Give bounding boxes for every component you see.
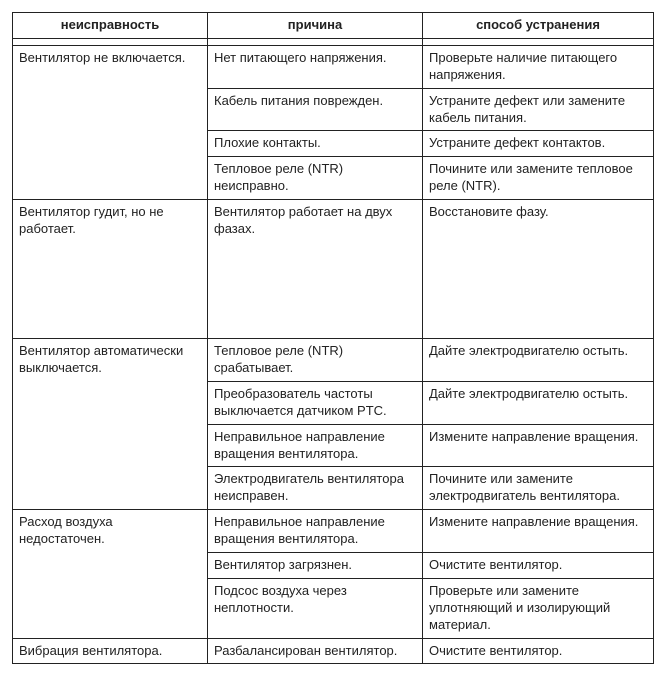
- cause-cell: Нет питающего напряжения.: [208, 45, 423, 88]
- troubleshooting-table: неисправность причина способ устранения …: [12, 12, 654, 664]
- cause-cell: Вентилятор работает на двух фазах.: [208, 200, 423, 339]
- fault-cell: Вибрация вентилятора.: [13, 638, 208, 664]
- cause-cell: Тепловое реле (NTR) срабатывает.: [208, 339, 423, 382]
- fault-cell: Расход воздуха недостаточен.: [13, 510, 208, 638]
- cause-cell: Вентилятор загрязнен.: [208, 553, 423, 579]
- remedy-cell: Дайте электродвигателю остыть.: [423, 381, 654, 424]
- header-fault: неисправность: [13, 13, 208, 39]
- remedy-cell: Измените направление вращения.: [423, 510, 654, 553]
- fault-cell: Вентилятор гудит, но не работает.: [13, 200, 208, 339]
- table-header-row: неисправность причина способ устранения: [13, 13, 654, 39]
- header-spacer: [13, 38, 654, 45]
- table-row: Вентилятор не включается. Нет питающего …: [13, 45, 654, 88]
- cause-cell: Кабель питания поврежден.: [208, 88, 423, 131]
- fault-cell: Вентилятор автоматически выключается.: [13, 339, 208, 510]
- cause-cell: Плохие контакты.: [208, 131, 423, 157]
- remedy-cell: Устраните дефект контактов.: [423, 131, 654, 157]
- remedy-cell: Устраните дефект или замените кабель пит…: [423, 88, 654, 131]
- table-row: Вентилятор автоматически выключается. Те…: [13, 339, 654, 382]
- table-row: Расход воздуха недостаточен. Неправильно…: [13, 510, 654, 553]
- remedy-cell: Очистите вентилятор.: [423, 638, 654, 664]
- cause-cell: Неправильное направление вращения вентил…: [208, 424, 423, 467]
- fault-cell: Вентилятор не включается.: [13, 45, 208, 199]
- remedy-cell: Дайте электродвигателю остыть.: [423, 339, 654, 382]
- remedy-cell: Очистите вентилятор.: [423, 553, 654, 579]
- remedy-cell: Почините или замените электродвигатель в…: [423, 467, 654, 510]
- header-remedy: способ устранения: [423, 13, 654, 39]
- cause-cell: Преобразователь частоты выключается датч…: [208, 381, 423, 424]
- remedy-cell: Почините или замените тепловое реле (NTR…: [423, 157, 654, 200]
- remedy-cell: Проверьте наличие питающего напряжения.: [423, 45, 654, 88]
- remedy-cell: Измените направление вращения.: [423, 424, 654, 467]
- cause-cell: Электродвигатель вентилятора неисправен.: [208, 467, 423, 510]
- remedy-cell: Проверьте или замените уплотняющий и изо…: [423, 578, 654, 638]
- header-cause: причина: [208, 13, 423, 39]
- cause-cell: Подсос воздуха через неплотности.: [208, 578, 423, 638]
- remedy-cell: Восстановите фазу.: [423, 200, 654, 339]
- table-row: Вентилятор гудит, но не работает. Вентил…: [13, 200, 654, 339]
- cause-cell: Разбалансирован вентилятор.: [208, 638, 423, 664]
- cause-cell: Неправильное направление вращения вентил…: [208, 510, 423, 553]
- cause-cell: Тепловое реле (NTR) неисправно.: [208, 157, 423, 200]
- table-row: Вибрация вентилятора. Разбалансирован ве…: [13, 638, 654, 664]
